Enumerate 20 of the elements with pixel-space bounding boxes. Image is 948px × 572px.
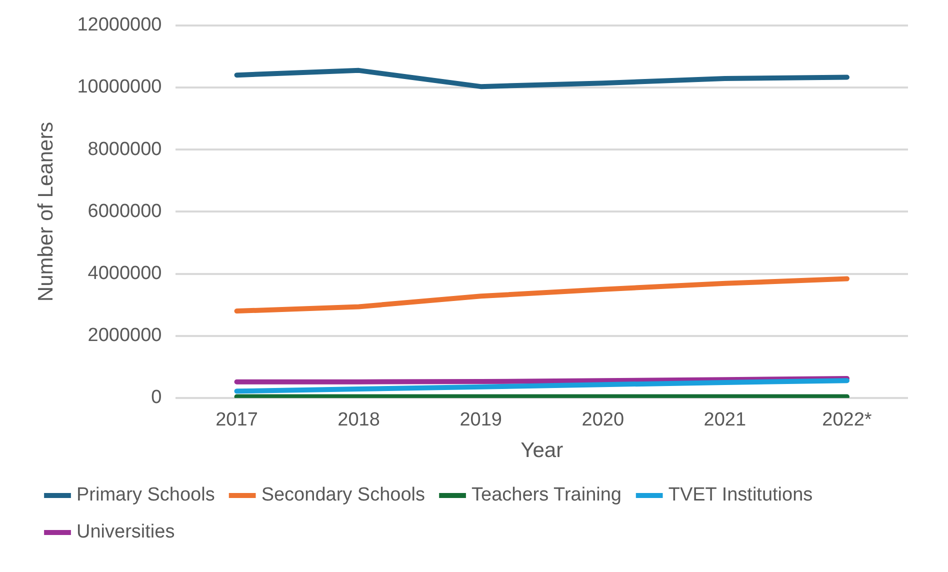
- legend-label: Primary Schools: [76, 484, 215, 506]
- legend-label: Universities: [76, 522, 175, 543]
- y-tick-label: 10000000: [77, 76, 162, 98]
- x-tick-label: 2019: [460, 410, 502, 431]
- x-tick-label: 2021: [704, 410, 746, 431]
- x-axis-title: Year: [520, 439, 564, 462]
- y-tick-label: 4000000: [88, 263, 162, 284]
- legend-label: Teachers Training: [472, 484, 622, 506]
- legend-label: Secondary Schools: [261, 484, 426, 506]
- x-tick-label: 2018: [338, 410, 380, 431]
- x-tick-label: 2022*: [822, 410, 872, 431]
- y-tick-label: 0: [151, 387, 162, 408]
- y-tick-label: 6000000: [88, 200, 162, 222]
- y-tick-label: 12000000: [77, 14, 162, 36]
- y-tick-label: 8000000: [88, 138, 162, 160]
- y-tick-label: 2000000: [88, 325, 162, 346]
- x-tick-label: 2020: [582, 410, 624, 431]
- legend-label: TVET Institutions: [668, 484, 813, 506]
- x-tick-label: 2017: [216, 410, 258, 431]
- y-axis-title: Number of Leaners: [34, 122, 58, 302]
